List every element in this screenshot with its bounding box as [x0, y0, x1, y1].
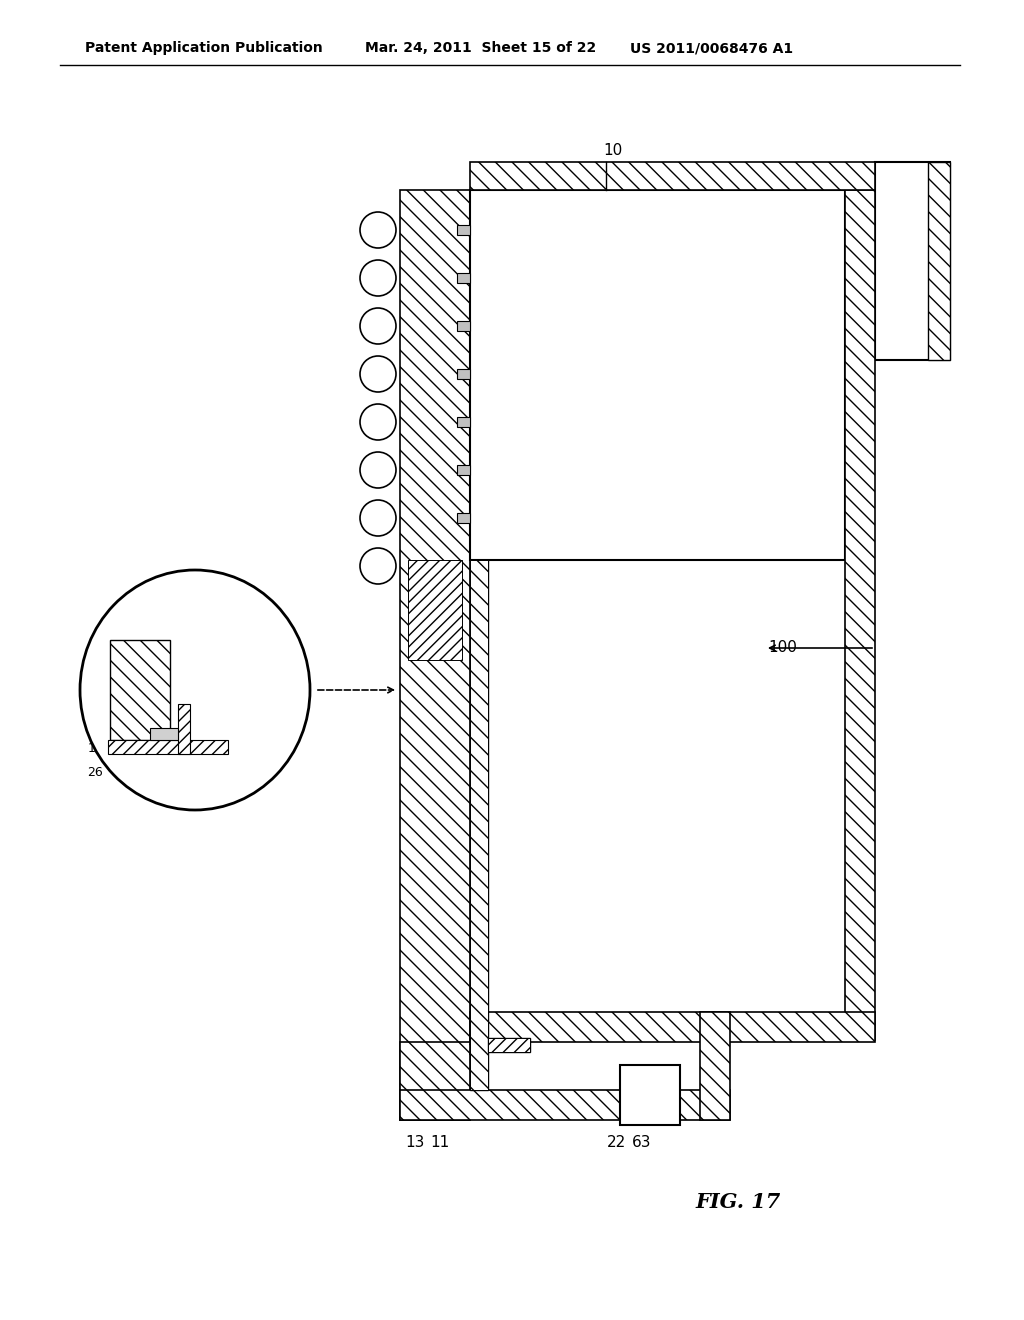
Text: Mar. 24, 2011  Sheet 15 of 22: Mar. 24, 2011 Sheet 15 of 22	[365, 41, 596, 55]
Bar	[457, 417, 470, 426]
Bar	[874, 162, 950, 360]
Circle shape	[360, 404, 396, 440]
Bar	[400, 1041, 470, 1119]
Bar	[470, 1012, 874, 1041]
Circle shape	[360, 548, 396, 583]
Bar	[110, 640, 170, 741]
Bar	[457, 321, 470, 331]
Bar	[928, 162, 950, 360]
Bar	[400, 1090, 730, 1119]
Bar	[457, 465, 470, 475]
Bar	[150, 729, 178, 741]
Bar	[470, 162, 874, 190]
Bar	[470, 560, 488, 1090]
Text: 22: 22	[607, 1135, 627, 1150]
Text: 26: 26	[468, 1043, 487, 1059]
Circle shape	[360, 308, 396, 345]
Text: 63: 63	[632, 1135, 651, 1150]
Bar	[457, 370, 470, 379]
Text: 13: 13	[87, 742, 103, 755]
Bar	[845, 190, 874, 1040]
Bar	[457, 513, 470, 523]
Bar	[470, 560, 488, 1090]
Bar	[457, 273, 470, 282]
Bar	[620, 1065, 680, 1125]
Bar	[470, 190, 845, 560]
Text: 22: 22	[129, 623, 145, 636]
Bar	[488, 1038, 530, 1052]
Circle shape	[360, 500, 396, 536]
Text: US 2011/0068476 A1: US 2011/0068476 A1	[630, 41, 794, 55]
Bar	[108, 741, 228, 754]
Text: 100: 100	[768, 640, 797, 656]
Circle shape	[360, 451, 396, 488]
Text: 13: 13	[406, 1135, 425, 1150]
Bar	[457, 224, 470, 235]
Bar	[408, 560, 462, 660]
Text: Patent Application Publication: Patent Application Publication	[85, 41, 323, 55]
Bar	[700, 1012, 730, 1119]
Text: 10: 10	[603, 143, 623, 158]
Text: FIG. 17: FIG. 17	[695, 1192, 780, 1212]
Circle shape	[360, 356, 396, 392]
Circle shape	[360, 213, 396, 248]
Bar	[178, 704, 190, 754]
Bar	[400, 190, 470, 1119]
Ellipse shape	[80, 570, 310, 810]
Text: 23: 23	[168, 642, 183, 655]
Circle shape	[360, 260, 396, 296]
Bar	[488, 1038, 530, 1052]
Text: 11: 11	[430, 1135, 450, 1150]
Text: 26: 26	[87, 766, 103, 779]
